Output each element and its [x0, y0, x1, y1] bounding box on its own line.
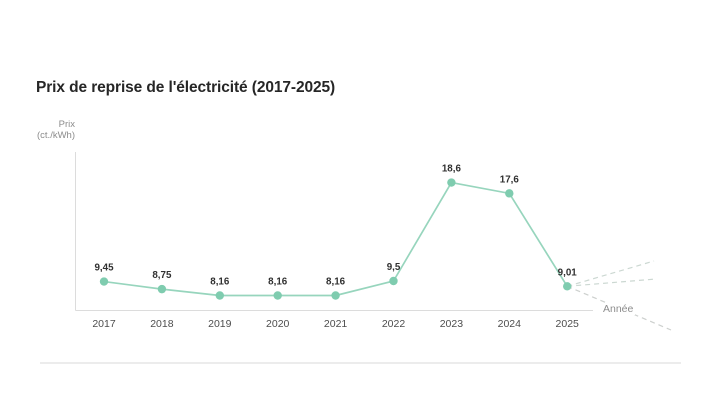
- x-tick-label-2018: 2018: [150, 318, 174, 330]
- chart-title: Prix de reprise de l'électricité (2017-2…: [36, 79, 336, 96]
- value-label-2018: 8,75: [152, 270, 172, 281]
- forecast-dash-line: [567, 278, 657, 287]
- value-label-2024: 17,6: [500, 174, 520, 185]
- value-label-2022: 9,5: [387, 262, 401, 273]
- value-label-2017: 9,45: [94, 263, 114, 274]
- y-axis-unit-line1: Prix: [58, 119, 75, 130]
- x-axis-title: Année: [601, 303, 636, 315]
- data-point-2023: [447, 178, 456, 187]
- y-axis-unit-label: Prix (ct./kWh): [0, 119, 75, 141]
- data-point-2018: [157, 284, 167, 294]
- forecast-dash-line: [567, 260, 655, 287]
- y-axis-unit-line2: (ct./kWh): [37, 130, 75, 141]
- data-point-2022: [389, 276, 398, 286]
- data-point-2019: [215, 291, 224, 300]
- value-label-2025: 9,01: [558, 267, 578, 278]
- x-tick-label-2019: 2019: [208, 318, 232, 330]
- footer-divider-line: [40, 362, 681, 364]
- data-point-2025: [563, 282, 572, 291]
- value-label-2019: 8,16: [210, 277, 230, 288]
- x-tick-label-2023: 2023: [440, 318, 464, 330]
- data-point-2020: [273, 291, 282, 300]
- x-tick-label-2022: 2022: [382, 318, 406, 330]
- x-tick-label-2021: 2021: [324, 318, 348, 330]
- value-label-2020: 8,16: [268, 277, 288, 288]
- x-tick-label-2017: 2017: [92, 318, 116, 330]
- value-label-2021: 8,16: [326, 277, 346, 288]
- value-label-2023: 18,6: [442, 164, 462, 175]
- x-tick-label-2025: 2025: [556, 318, 580, 330]
- data-point-2017: [99, 277, 109, 286]
- x-tick-label-2024: 2024: [498, 318, 522, 330]
- data-point-2021: [331, 291, 340, 300]
- data-point-2024: [505, 189, 514, 198]
- x-tick-label-2020: 2020: [266, 318, 290, 330]
